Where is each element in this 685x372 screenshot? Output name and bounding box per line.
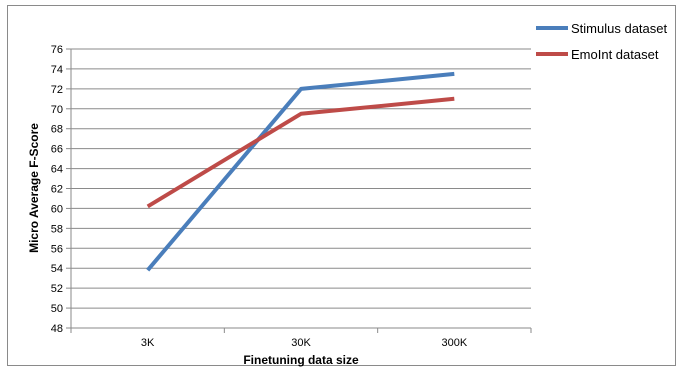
y-tick-label: 62 bbox=[51, 184, 63, 196]
x-axis-title: Finetuning data size bbox=[243, 353, 359, 367]
legend-label: EmoInt dataset bbox=[571, 47, 659, 62]
x-tick-label: 30K bbox=[291, 337, 311, 349]
y-axis-title: Micro Average F-Score bbox=[27, 123, 41, 253]
x-tick-labels: 3K 30K 300K bbox=[141, 337, 468, 349]
y-tick-labels: 48 50 52 54 56 58 60 62 64 66 68 70 72 74 76 bbox=[51, 44, 63, 335]
legend: Stimulus dataset EmoInt dataset bbox=[536, 21, 667, 62]
y-tick-label: 52 bbox=[51, 283, 63, 295]
series-line-emoint-dataset bbox=[146, 96, 455, 209]
legend-label: Stimulus dataset bbox=[571, 21, 667, 36]
y-tick-label: 58 bbox=[51, 223, 63, 235]
y-tick-label: 70 bbox=[51, 104, 63, 116]
y-tick-label: 60 bbox=[51, 203, 63, 215]
y-tick-label: 74 bbox=[51, 64, 63, 76]
x-tick-label: 3K bbox=[141, 337, 155, 349]
series-lines bbox=[146, 71, 455, 272]
axes bbox=[70, 49, 531, 329]
y-tick-label: 72 bbox=[51, 84, 63, 96]
gridlines bbox=[66, 48, 532, 333]
chart-frame bbox=[7, 5, 676, 366]
y-tick-label: 54 bbox=[51, 263, 63, 275]
x-tick-label: 300K bbox=[441, 337, 467, 349]
y-tick-label: 64 bbox=[51, 164, 63, 176]
y-tick-label: 56 bbox=[51, 243, 63, 255]
y-tick-label: 50 bbox=[51, 303, 63, 315]
y-tick-label: 68 bbox=[51, 124, 63, 136]
y-tick-label: 48 bbox=[51, 323, 63, 335]
y-tick-label: 66 bbox=[51, 144, 63, 156]
y-tick-label: 76 bbox=[51, 44, 63, 56]
